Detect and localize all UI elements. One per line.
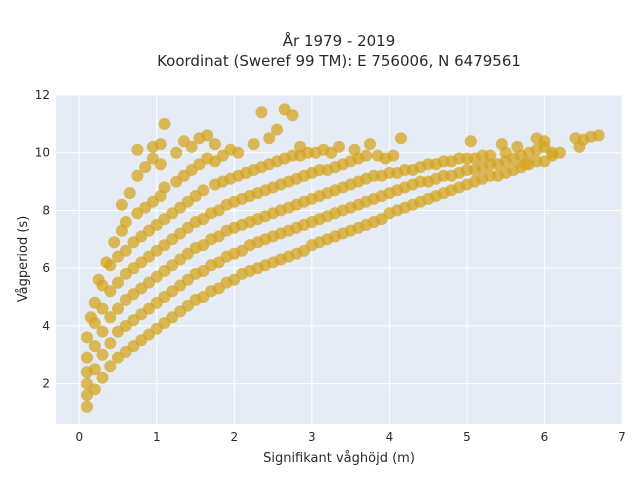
y-tick-label: 6 <box>42 261 50 275</box>
scatter-point <box>123 187 136 200</box>
scatter-point <box>201 129 214 142</box>
scatter-point <box>333 140 345 153</box>
scatter-point <box>104 259 117 272</box>
scatter-point <box>131 169 144 182</box>
scatter-point <box>154 138 167 151</box>
scatter-point <box>96 302 109 315</box>
scatter-point <box>139 161 152 174</box>
scatter-point <box>104 285 117 298</box>
scatter-point <box>197 184 210 197</box>
scatter-point <box>255 106 268 119</box>
x-tick-label: 5 <box>463 430 471 444</box>
scatter-point <box>232 146 245 159</box>
scatter-point <box>158 117 171 130</box>
scatter-point <box>263 132 276 145</box>
x-tick-label: 4 <box>386 430 394 444</box>
scatter-point <box>88 383 101 396</box>
scatter-point <box>108 236 121 249</box>
scatter-point <box>247 138 260 151</box>
scatter-point <box>81 351 93 364</box>
x-tick-label: 0 <box>75 430 83 444</box>
y-tick-label: 4 <box>42 319 50 333</box>
scatter-point <box>170 146 183 159</box>
scatter-point <box>104 360 117 373</box>
scatter-point <box>131 143 144 156</box>
scatter-point <box>112 302 124 315</box>
scatter-point <box>88 317 101 329</box>
scatter-point <box>271 123 283 136</box>
scatter-point <box>395 132 407 145</box>
x-axis-label: Signifikant våghöjd (m) <box>263 451 415 466</box>
scatter-point <box>364 138 376 151</box>
scatter-point <box>115 198 128 211</box>
scatter-point <box>96 325 109 338</box>
scatter-point <box>104 311 117 324</box>
x-tick-label: 1 <box>153 430 161 444</box>
scatter-point <box>96 371 109 384</box>
chart-title-line1: År 1979 - 2019 <box>283 31 396 50</box>
scatter-point <box>484 149 497 162</box>
scatter-point <box>81 331 93 344</box>
scatter-point <box>88 340 101 353</box>
x-tick-label: 2 <box>231 430 239 444</box>
scatter-point <box>464 135 477 148</box>
chart-title-line2: Koordinat (Sweref 99 TM): E 756006, N 64… <box>157 52 521 70</box>
scatter-point <box>119 216 132 228</box>
x-tick-label: 7 <box>618 430 626 444</box>
y-axis-label: Vågperiod (s) <box>16 216 31 303</box>
scatter-point <box>112 276 124 289</box>
y-tick-labels: 2 4 6 8 10 12 <box>35 88 50 391</box>
scatter-point <box>119 244 132 257</box>
y-gridlines <box>56 94 622 385</box>
scatter-point <box>154 158 167 171</box>
scatter-point <box>81 400 93 413</box>
scatter-point <box>208 138 221 151</box>
scatter-point <box>104 337 117 350</box>
y-tick-label: 10 <box>35 146 50 160</box>
scatter-point <box>96 348 109 361</box>
scatter-point <box>185 140 198 153</box>
scatter-point <box>554 146 566 159</box>
y-tick-label: 12 <box>35 88 50 102</box>
scatter-point <box>387 149 400 162</box>
scatter-point <box>360 149 373 162</box>
x-tick-label: 6 <box>541 430 549 444</box>
scatter-point <box>88 363 101 376</box>
scatter-points <box>81 103 605 413</box>
scatter-point <box>592 129 605 142</box>
scatter-point <box>538 135 551 148</box>
y-tick-label: 2 <box>42 377 50 391</box>
x-tick-labels: 0 1 2 3 4 5 6 7 <box>75 430 625 444</box>
scatter-point <box>286 109 299 122</box>
x-tick-label: 3 <box>308 430 316 444</box>
y-tick-label: 8 <box>42 203 50 217</box>
scatter-point <box>158 181 171 194</box>
